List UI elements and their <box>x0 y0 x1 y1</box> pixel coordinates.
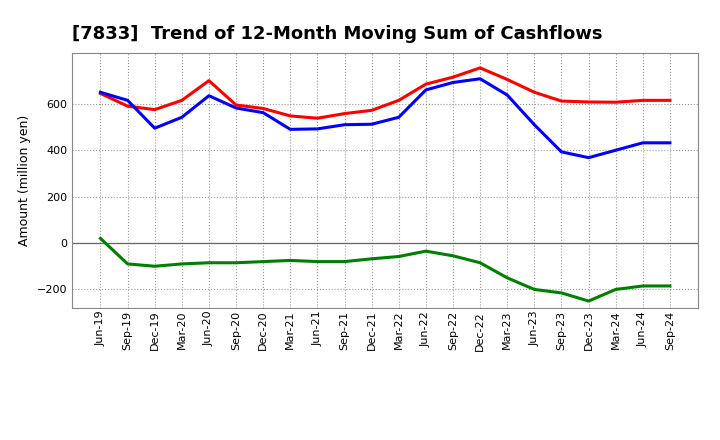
Investing Cashflow <box>367 256 376 261</box>
Operating Cashflow <box>395 98 403 103</box>
Free Cashflow <box>313 126 322 132</box>
Free Cashflow <box>341 122 349 127</box>
Investing Cashflow <box>665 283 674 289</box>
Free Cashflow <box>178 115 186 120</box>
Operating Cashflow <box>259 106 268 111</box>
Free Cashflow <box>96 90 105 95</box>
Free Cashflow <box>367 121 376 127</box>
Operating Cashflow <box>96 91 105 96</box>
Free Cashflow <box>286 127 294 132</box>
Operating Cashflow <box>341 111 349 116</box>
Investing Cashflow <box>557 290 566 296</box>
Operating Cashflow <box>178 98 186 103</box>
Free Cashflow <box>449 80 457 85</box>
Investing Cashflow <box>341 259 349 264</box>
Free Cashflow <box>611 147 620 153</box>
Operating Cashflow <box>503 77 511 82</box>
Investing Cashflow <box>96 236 105 241</box>
Free Cashflow <box>584 155 593 160</box>
Free Cashflow <box>232 105 240 110</box>
Investing Cashflow <box>639 283 647 289</box>
Investing Cashflow <box>611 287 620 292</box>
Line: Operating Cashflow: Operating Cashflow <box>101 68 670 118</box>
Free Cashflow <box>476 76 485 81</box>
Operating Cashflow <box>584 99 593 105</box>
Investing Cashflow <box>584 298 593 304</box>
Operating Cashflow <box>611 99 620 105</box>
Investing Cashflow <box>204 260 213 265</box>
Investing Cashflow <box>476 260 485 265</box>
Operating Cashflow <box>313 116 322 121</box>
Operating Cashflow <box>665 98 674 103</box>
Operating Cashflow <box>150 107 159 112</box>
Investing Cashflow <box>313 259 322 264</box>
Investing Cashflow <box>259 259 268 264</box>
Investing Cashflow <box>449 253 457 258</box>
Operating Cashflow <box>204 78 213 83</box>
Investing Cashflow <box>150 264 159 269</box>
Operating Cashflow <box>557 99 566 104</box>
Free Cashflow <box>204 93 213 99</box>
Investing Cashflow <box>123 261 132 267</box>
Operating Cashflow <box>530 90 539 95</box>
Operating Cashflow <box>286 113 294 118</box>
Operating Cashflow <box>449 74 457 80</box>
Free Cashflow <box>395 115 403 120</box>
Operating Cashflow <box>367 108 376 113</box>
Operating Cashflow <box>476 65 485 70</box>
Free Cashflow <box>557 149 566 154</box>
Free Cashflow <box>503 92 511 98</box>
Operating Cashflow <box>639 98 647 103</box>
Free Cashflow <box>123 98 132 103</box>
Line: Investing Cashflow: Investing Cashflow <box>101 238 670 301</box>
Free Cashflow <box>259 110 268 115</box>
Operating Cashflow <box>123 103 132 109</box>
Y-axis label: Amount (million yen): Amount (million yen) <box>18 115 31 246</box>
Text: [7833]  Trend of 12-Month Moving Sum of Cashflows: [7833] Trend of 12-Month Moving Sum of C… <box>72 25 603 43</box>
Investing Cashflow <box>286 258 294 263</box>
Free Cashflow <box>150 125 159 131</box>
Investing Cashflow <box>530 287 539 292</box>
Operating Cashflow <box>421 81 430 87</box>
Investing Cashflow <box>395 254 403 259</box>
Free Cashflow <box>639 140 647 146</box>
Free Cashflow <box>665 140 674 146</box>
Investing Cashflow <box>232 260 240 265</box>
Investing Cashflow <box>503 275 511 280</box>
Investing Cashflow <box>178 261 186 267</box>
Line: Free Cashflow: Free Cashflow <box>101 79 670 158</box>
Free Cashflow <box>530 122 539 127</box>
Free Cashflow <box>421 87 430 92</box>
Operating Cashflow <box>232 103 240 108</box>
Investing Cashflow <box>421 249 430 254</box>
